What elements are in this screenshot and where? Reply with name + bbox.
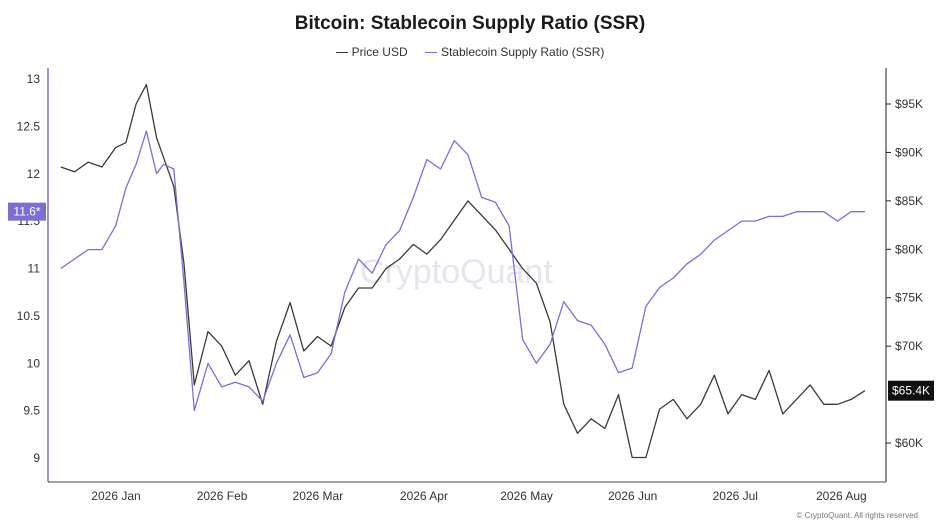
x-axis-tick-label: 2026 Jul	[713, 489, 758, 503]
legend-swatch-price	[335, 52, 348, 54]
right-axis-tick-label: $70K	[895, 339, 923, 353]
copyright-footer: © CryptoQuant. All rights reserved	[796, 511, 919, 520]
right-axis-tick-label: $90K	[895, 145, 923, 159]
left-axis-tick-label: 9.5	[23, 404, 40, 418]
left-axis-tick-label: 12.5	[17, 119, 41, 133]
left-axis-tick-label: 12	[27, 167, 41, 181]
left-axis-tick-label: 10.5	[17, 309, 41, 323]
legend-item-price[interactable]: Price USD	[335, 45, 408, 59]
x-axis-tick-label: 2026 Apr	[400, 489, 448, 503]
right-axis-tick-label: $80K	[895, 242, 923, 256]
watermark: CryptoQuant	[360, 253, 553, 291]
left-axis-tick-label: 10	[27, 356, 41, 370]
left-axis-tick-label: 13	[27, 72, 41, 86]
x-axis-tick-label: 2026 Jun	[608, 489, 657, 503]
x-axis-tick-label: 2026 May	[500, 489, 553, 503]
left-current-value-tag	[8, 202, 46, 221]
chart-title: Bitcoin: Stablecoin Supply Ratio (SSR)	[294, 13, 646, 34]
x-axis-tick-label: 2026 Aug	[816, 489, 867, 503]
series-line-price	[60, 83, 866, 459]
right-axis-tick-label: $60K	[895, 436, 923, 450]
right-current-value-tag	[888, 380, 934, 401]
legend-swatch-ssr	[424, 52, 437, 54]
legend-label-price: Price USD	[351, 45, 408, 59]
right-axis-tick-label: $95K	[895, 97, 923, 111]
legend-label-ssr: Stablecoin Supply Ratio (SSR)	[440, 45, 605, 59]
left-axis-tick-label: 9	[33, 451, 40, 465]
legend-item-ssr[interactable]: Stablecoin Supply Ratio (SSR)	[424, 45, 605, 59]
left-axis-tick-label: 11	[28, 262, 41, 276]
x-axis-tick-label: 2026 Jan	[91, 489, 140, 503]
x-axis-tick-label: 2026 Feb	[197, 489, 248, 503]
right-current-value-label: $65.4K	[892, 384, 930, 398]
chart-legend: Price USD Stablecoin Supply Ratio (SSR)	[0, 45, 940, 59]
series-line-ssr	[60, 130, 865, 412]
right-axis-tick-label: $85K	[895, 194, 923, 208]
left-current-value-label: 11.6*	[13, 205, 40, 219]
x-axis-tick-label: 2026 Mar	[293, 489, 344, 503]
right-axis-tick-label: $75K	[895, 291, 923, 305]
